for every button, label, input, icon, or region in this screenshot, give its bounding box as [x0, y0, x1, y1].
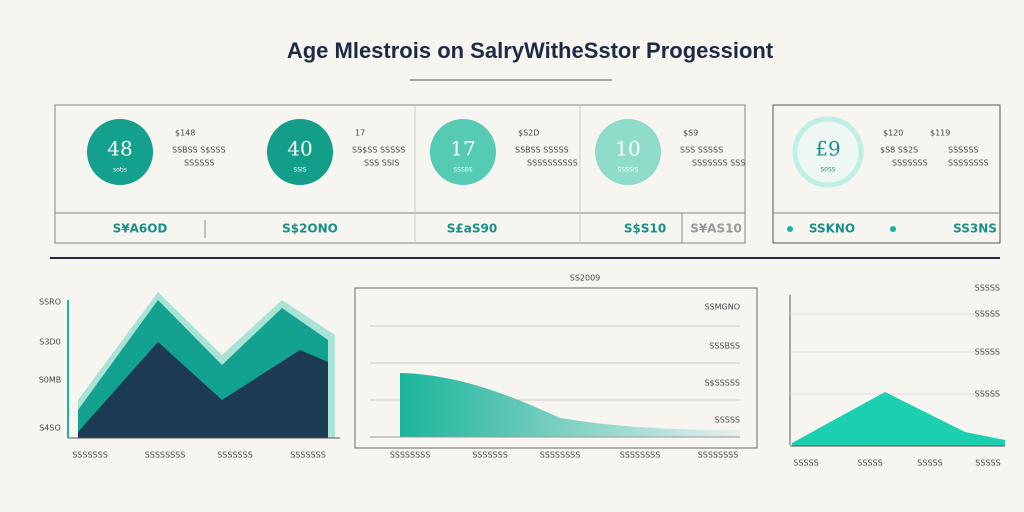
card-label: SSBSS SSSSS: [515, 146, 569, 155]
y-label: S3D0: [39, 338, 60, 347]
badge: [87, 119, 153, 185]
title: Age Mlestrois on SalryWitheSstor Progess…: [287, 38, 774, 63]
dot: [890, 226, 896, 232]
y-label: SSSSS: [715, 416, 740, 425]
card-label: SSSSSSS: [892, 159, 928, 168]
card-panel: [772, 104, 1001, 244]
y-label: SSMGNO: [704, 303, 740, 312]
card-label: SSBSS S$SSS: [172, 146, 226, 155]
badge-value: 17: [450, 137, 475, 161]
badge: [792, 116, 864, 188]
y-label: S$SSSSS: [704, 379, 740, 388]
card-label: $120: [883, 129, 903, 138]
x-label: SSSSSSSS: [540, 451, 581, 460]
card-label: 17: [355, 129, 365, 138]
x-label: SSSSSSSS: [145, 451, 186, 460]
badge-value: £9: [815, 137, 840, 161]
card-label: SSS SSSSS: [680, 146, 723, 155]
y-label: SSSSS: [975, 348, 1000, 357]
card-label: $148: [175, 129, 195, 138]
card-label: SSSSSS: [184, 159, 214, 168]
badge-value: 48: [107, 137, 132, 161]
card-label: SSSSSSSS: [948, 159, 989, 168]
card-label: SSSSSS: [948, 146, 978, 155]
x-label: SSSSS: [857, 459, 882, 468]
badge: [430, 119, 496, 185]
chart-frame: [354, 287, 758, 449]
badge-sub: SSSBS: [453, 167, 472, 174]
x-label: SSSSSSS: [217, 451, 253, 460]
card-label: SSSSSSSSSS: [527, 159, 578, 168]
x-label: SSSSSSSS: [698, 451, 739, 460]
card-label: $S9: [683, 129, 698, 138]
chart-title: SS2009: [570, 274, 601, 283]
y-label: SSRO: [39, 298, 61, 307]
card-label: SSSSSSS SSS: [692, 159, 745, 168]
footer-value: S¥AS10: [690, 222, 742, 236]
area: [792, 392, 1005, 446]
badge: [267, 119, 333, 185]
x-label: SSSSS: [975, 459, 1000, 468]
x-label: SSSSS: [917, 459, 942, 468]
badge-value: 10: [615, 137, 640, 161]
x-label: SSSSSSS: [72, 451, 108, 460]
card-label: $S8 SS2S: [880, 146, 918, 155]
footer-value: SSKNO: [809, 222, 855, 236]
y-label: SSSSS: [975, 310, 1000, 319]
footer-value: S¥A6OD: [113, 222, 168, 236]
footer-value: S£aS90: [447, 222, 497, 236]
y-label: S0MB: [39, 376, 62, 385]
badge-sub: S0SS: [820, 167, 835, 174]
grid: [790, 313, 1000, 395]
footer-value: S$2ONO: [282, 222, 338, 236]
card-label: SS$SS SSSSS: [352, 146, 405, 155]
footer-value: S$S10: [624, 222, 666, 236]
x-label: SSSSSSSS: [390, 451, 431, 460]
x-label: SSSSSSS: [290, 451, 326, 460]
card-panel: [54, 104, 746, 244]
y-label: SSSSS: [975, 390, 1000, 399]
badge: [595, 119, 661, 185]
x-label: SSSSS: [793, 459, 818, 468]
dot: [787, 226, 793, 232]
y-label: SSSSS: [975, 284, 1000, 293]
badge-sub: SSSSIS: [618, 167, 639, 174]
card-label: $S2D: [518, 129, 539, 138]
area: [78, 342, 328, 438]
y-label: S4SO: [39, 424, 61, 433]
footer-value: SS3NS: [953, 222, 997, 236]
x-label: SSSSSSS: [472, 451, 508, 460]
y-label: SSSBSS: [709, 342, 740, 351]
area: [400, 373, 740, 437]
badge-sub: sotis: [113, 167, 127, 174]
card-label: $119: [930, 129, 950, 138]
x-label: SSSSSSSS: [620, 451, 661, 460]
card-label: SSS SSIS: [364, 159, 399, 168]
badge-sub: SSIS: [293, 167, 306, 174]
badge-value: 40: [287, 137, 312, 161]
